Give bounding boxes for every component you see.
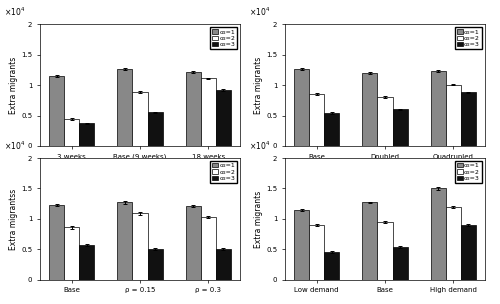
Bar (294, 210, 309, 280)
Text: (b) Capacity expansion level: (b) Capacity expansion level (320, 180, 450, 189)
Bar (309, 94, 324, 146)
Text: (a) Duration of capacity expansion delay: (a) Duration of capacity expansion delay (47, 180, 233, 189)
Bar (378, 97, 392, 146)
Bar (49, 205, 64, 280)
Bar (64, 119, 79, 146)
Y-axis label: Extra migrants: Extra migrants (254, 190, 264, 247)
Bar (118, 202, 132, 280)
Text: $\times 10^4$: $\times 10^4$ (249, 140, 270, 152)
Bar (201, 217, 216, 280)
Bar (378, 222, 392, 280)
Bar (148, 249, 162, 280)
Y-axis label: Extra migrants: Extra migrants (254, 57, 264, 114)
Bar (186, 72, 201, 146)
Text: $\times 10^4$: $\times 10^4$ (4, 6, 25, 18)
Bar (362, 202, 378, 280)
Bar (132, 92, 148, 146)
Bar (362, 73, 378, 146)
Bar (79, 245, 94, 280)
Bar (64, 227, 79, 280)
Bar (79, 123, 94, 146)
Bar (49, 76, 64, 146)
Bar (392, 247, 407, 280)
Bar (446, 85, 461, 146)
Bar (446, 207, 461, 280)
Bar (294, 69, 309, 146)
Y-axis label: Extra migrantss: Extra migrantss (10, 188, 18, 250)
Bar (132, 213, 148, 280)
Bar (201, 78, 216, 146)
Bar (118, 69, 132, 146)
Bar (324, 252, 339, 280)
Text: $\times 10^4$: $\times 10^4$ (4, 140, 25, 152)
Bar (216, 249, 231, 280)
Y-axis label: Extra migrants: Extra migrants (10, 57, 18, 114)
Bar (431, 71, 446, 146)
Legend: α₂=1, α₂=2, α₂=3: α₂=1, α₂=2, α₂=3 (210, 161, 237, 183)
Legend: α₂=1, α₂=2, α₂=3: α₂=1, α₂=2, α₂=3 (456, 161, 482, 183)
Bar (148, 112, 162, 146)
Bar (392, 109, 407, 146)
Text: $\times 10^4$: $\times 10^4$ (249, 6, 270, 18)
Bar (461, 92, 476, 146)
Bar (186, 206, 201, 280)
Bar (324, 113, 339, 146)
Bar (461, 225, 476, 280)
Legend: α₂=1, α₂=2, α₂=3: α₂=1, α₂=2, α₂=3 (456, 27, 482, 49)
Bar (309, 225, 324, 280)
Bar (216, 90, 231, 146)
Legend: α₂=1, α₂=2, α₂=3: α₂=1, α₂=2, α₂=3 (210, 27, 237, 49)
Bar (431, 188, 446, 280)
